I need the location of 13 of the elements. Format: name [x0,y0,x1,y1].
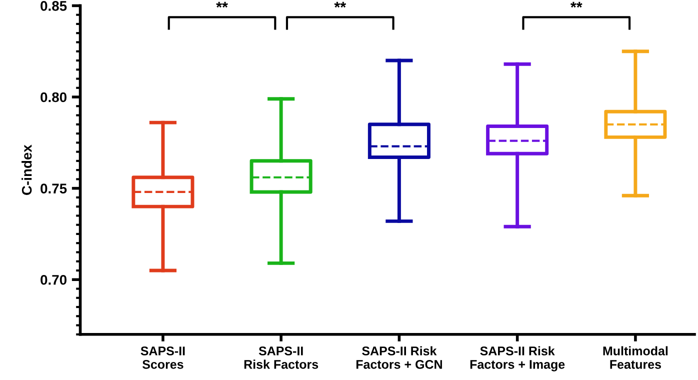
y-tick-label: 0.70 [40,274,67,285]
y-tick-label: 0.75 [40,184,67,194]
x-tick-label: Multimodal Features [603,346,668,369]
y-axis-title: C-index [22,144,32,195]
annotation: ** [570,2,582,8]
x-tick-label: SAPS-II Risk Factors [244,346,318,369]
y-tick-label: 0.80 [40,92,67,102]
x-tick-label: SAPS-II Scores [140,346,185,369]
annotation: ** [334,2,346,8]
x-tick-label: SAPS-II Risk Factors + GCN [356,346,442,369]
x-tick-label: SAPS-II Risk Factors + Image [470,346,565,372]
annotation: ** [216,2,228,8]
y-tick-label: 0.85 [40,1,67,11]
